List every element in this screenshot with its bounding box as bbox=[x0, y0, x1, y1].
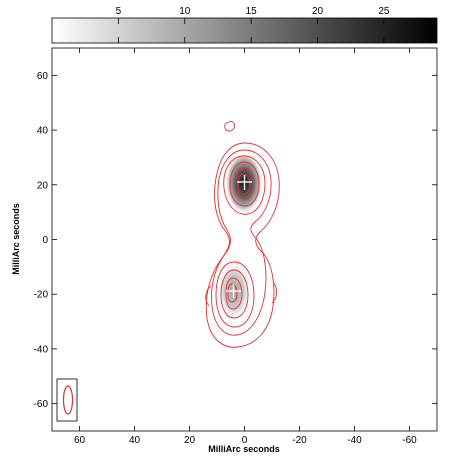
contour-level-1 bbox=[205, 142, 280, 348]
contour-level-2 bbox=[211, 149, 272, 336]
component-south-marker bbox=[226, 284, 241, 298]
contour-level-6 bbox=[237, 173, 251, 195]
x-tick-label: 0 bbox=[242, 435, 248, 446]
y-tick-label: 0 bbox=[42, 235, 48, 246]
colorbar-tick-label: 20 bbox=[312, 6, 324, 17]
contour-south-4 bbox=[220, 269, 249, 319]
beam-box bbox=[56, 378, 78, 422]
y-tick-label: -40 bbox=[34, 344, 49, 355]
x-tick-label: -60 bbox=[402, 435, 417, 446]
contour-south-6 bbox=[227, 283, 238, 303]
colorbar-tick-label: 5 bbox=[116, 6, 122, 17]
x-tick-label: -20 bbox=[292, 435, 307, 446]
x-tick-label: 40 bbox=[129, 435, 141, 446]
x-tick-label: -40 bbox=[347, 435, 362, 446]
y-tick-label: 40 bbox=[37, 126, 49, 137]
contour-island bbox=[224, 121, 236, 132]
colorbar-tick-label: 15 bbox=[246, 6, 258, 17]
component-north-marker bbox=[237, 175, 252, 190]
contour-level-4 bbox=[229, 161, 260, 207]
contour-level-3 bbox=[223, 155, 266, 215]
y-axis-ticks: 60 40 20 0 -20 -40 -60 bbox=[34, 71, 437, 410]
beam-ellipse bbox=[62, 385, 74, 415]
y-tick-label: 20 bbox=[37, 180, 49, 191]
contour-west-lobe bbox=[205, 281, 278, 307]
component-markers bbox=[226, 175, 252, 298]
x-tick-label: 20 bbox=[184, 435, 196, 446]
colorbar-tick-label: 10 bbox=[179, 6, 191, 17]
y-tick-label: -20 bbox=[34, 290, 49, 301]
contour-level-5 bbox=[234, 167, 255, 200]
y-axis-title: MilliArc seconds bbox=[11, 203, 21, 275]
x-axis-ticks: 60 40 20 0 -20 -40 -60 bbox=[74, 48, 417, 446]
colorbar-ticks: 5 10 15 20 25 bbox=[116, 6, 390, 43]
x-tick-label: 60 bbox=[74, 435, 86, 446]
y-tick-label: 60 bbox=[37, 71, 49, 82]
plot-frame bbox=[51, 47, 438, 432]
colorbar: 5 10 15 20 25 bbox=[51, 6, 438, 44]
x-axis-title: MilliArc seconds bbox=[208, 444, 280, 454]
y-tick-label: -60 bbox=[34, 399, 49, 410]
contour-south-5 bbox=[225, 277, 243, 310]
colorbar-tick-label: 25 bbox=[378, 6, 390, 17]
colorbar-gradient bbox=[51, 17, 438, 44]
contours bbox=[205, 121, 280, 348]
contour-south-3 bbox=[215, 261, 255, 328]
beam bbox=[56, 378, 78, 422]
